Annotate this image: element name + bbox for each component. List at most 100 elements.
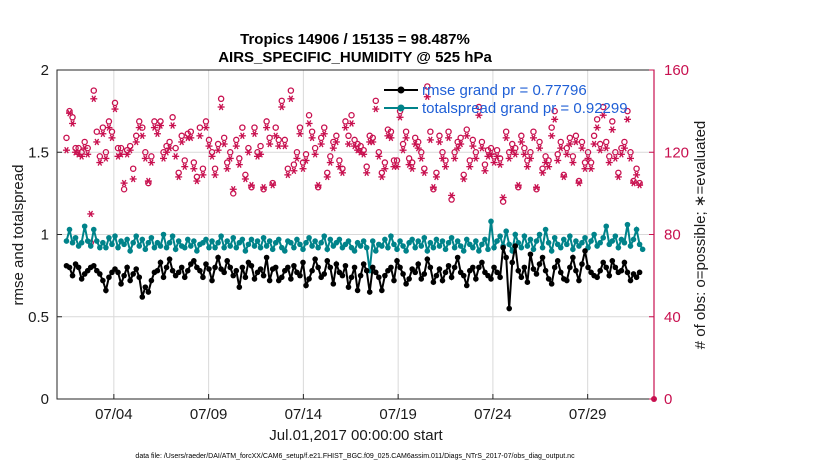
rmse-point [539, 254, 546, 261]
rmse-point [573, 267, 579, 274]
obs-possible-point [311, 144, 319, 152]
totalspread-point [106, 234, 112, 241]
obs-evaluated-point [554, 157, 562, 164]
totalspread-point [230, 234, 237, 241]
rmse-point [530, 266, 537, 272]
rmse-point [354, 287, 361, 294]
totalspread-point [84, 238, 91, 244]
totalspread-point [430, 244, 437, 251]
rmse-point [242, 274, 249, 281]
x-tick-label: 07/24 [474, 406, 512, 423]
obs-possible-point [320, 124, 328, 131]
obs-possible-point [269, 179, 276, 187]
obs-evaluated-point [623, 115, 631, 123]
rmse-point [127, 277, 133, 284]
obs-evaluated-point [408, 165, 416, 173]
obs-evaluated-point [290, 167, 298, 175]
obs-evaluated-point [505, 155, 513, 162]
obs-evaluated-point [317, 140, 325, 148]
totalspread-point [260, 234, 267, 241]
totalspread-point [567, 233, 573, 239]
totalspread-point [497, 233, 503, 239]
totalspread-point [454, 238, 461, 244]
totalspread-point [266, 238, 273, 244]
y-tick-label-right: 80 [664, 227, 681, 244]
rmse-point [473, 276, 479, 282]
totalspread-point [624, 221, 631, 228]
totalspread-point [294, 236, 300, 243]
obs-possible-point [411, 134, 419, 142]
obs-evaluated-point [266, 140, 274, 148]
rmse-point [521, 264, 528, 271]
totalspread-point [288, 239, 294, 246]
totalspread-point [321, 233, 328, 239]
totalspread-point [379, 243, 385, 249]
totalspread-point [560, 236, 567, 243]
obs-possible-point [69, 114, 76, 121]
totalspread-point [551, 234, 558, 241]
obs-possible-point [624, 107, 631, 115]
chart-subtitle: AIRS_SPECIFIC_HUMIDITY @ 525 hPa [218, 49, 492, 66]
rmse-point [239, 264, 246, 271]
obs-evaluated-point [102, 155, 110, 162]
rmse-point [479, 259, 485, 266]
obs-evaluated-point [281, 142, 289, 150]
totalspread-point [224, 238, 230, 244]
totalspread-point [636, 241, 643, 248]
totalspread-point [242, 248, 249, 254]
obs-evaluated-point [311, 150, 319, 158]
totalspread-point [248, 236, 255, 243]
totalspread-point [476, 248, 482, 254]
obs-evaluated-point [581, 165, 589, 173]
obs-possible-point [196, 124, 204, 131]
totalspread-point [166, 239, 173, 246]
rmse-point [454, 254, 461, 261]
obs-possible-point [596, 140, 604, 148]
obs-possible-point [518, 132, 525, 140]
rmse-point [436, 266, 443, 272]
rmse-point [503, 254, 509, 261]
obs-evaluated-point [626, 155, 634, 162]
totalspread-point [412, 244, 419, 251]
obs-possible-point [302, 151, 310, 158]
rmse-point [606, 272, 613, 279]
totalspread-point [400, 243, 406, 249]
totalspread-point [363, 244, 370, 251]
rmse-point [421, 271, 428, 277]
rmse-point [600, 259, 607, 266]
obs-evaluated-point [605, 159, 613, 166]
totalspread-point [191, 238, 197, 244]
x-axis-label: Jul.01,2017 00:00:00 start [269, 427, 443, 444]
totalspread-point [527, 236, 534, 243]
totalspread-point [124, 236, 130, 243]
obs-evaluated-point [423, 93, 431, 101]
rmse-point [524, 279, 531, 286]
totalspread-point [479, 241, 485, 248]
obs-evaluated-point [223, 165, 231, 173]
totalspread-point [457, 243, 464, 249]
obs-possible-point [490, 153, 498, 160]
obs-possible-point [557, 138, 565, 146]
totalspread-point [391, 241, 397, 248]
rmse-point [618, 267, 625, 274]
data-file-footnote: data file: /Users/raeder/DAI/ATM_forcXX/… [135, 453, 575, 460]
obs-evaluated-point [160, 155, 168, 162]
rmse-point [300, 259, 306, 266]
totalspread-point [633, 226, 640, 233]
rmse-point [430, 279, 437, 286]
obs-possible-point [554, 151, 561, 158]
obs-possible-point [257, 142, 264, 150]
obs-possible-point [136, 118, 143, 125]
chart-title: Tropics 14906 / 15135 = 98.487% [240, 31, 470, 48]
totalspread-point [573, 238, 579, 244]
rmse-point [166, 256, 173, 262]
obs-evaluated-point [557, 144, 565, 152]
y-tick-label-right: 120 [664, 144, 689, 161]
totalspread-point [291, 244, 297, 251]
totalspread-point [69, 239, 76, 246]
x-tick-label: 07/04 [95, 406, 133, 423]
rmse-point [357, 272, 364, 279]
totalspread-point [548, 248, 555, 254]
rmse-point [309, 267, 315, 274]
rmse-point [515, 267, 522, 274]
